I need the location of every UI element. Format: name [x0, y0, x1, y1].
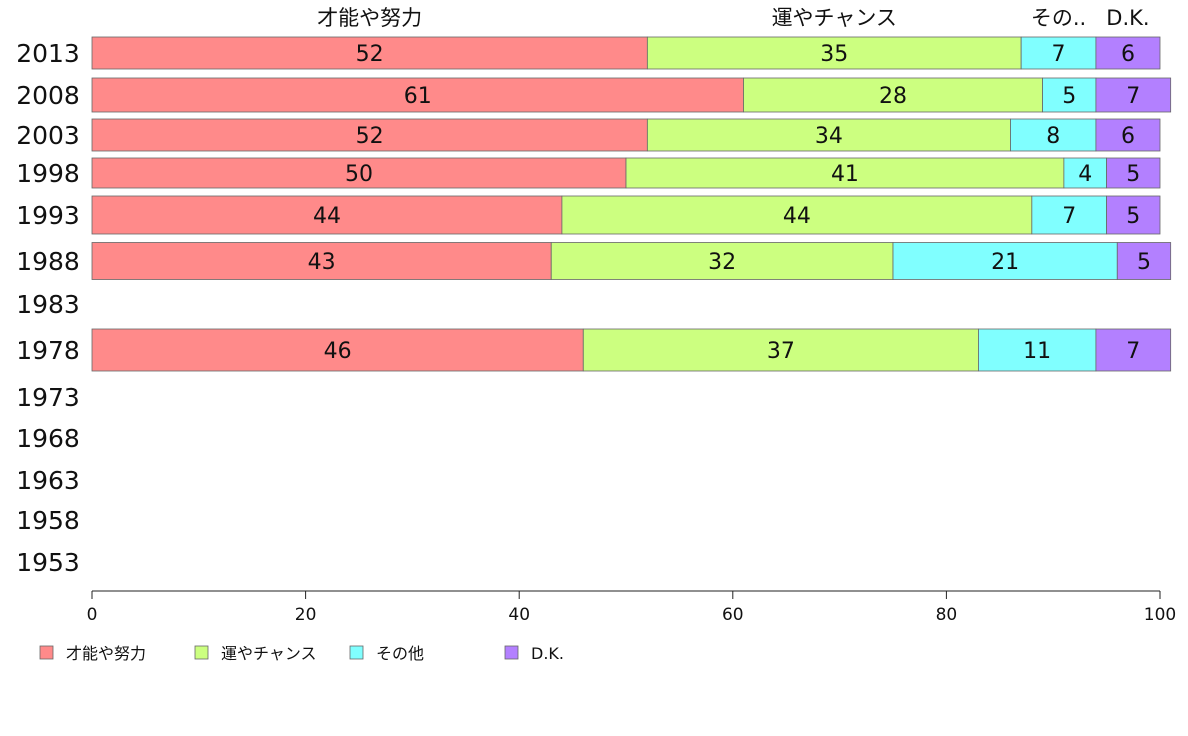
data-label-2008-series-3: 7	[1126, 84, 1140, 109]
data-label-1978-series-3: 7	[1126, 339, 1140, 364]
year-label-1988: 1988	[16, 247, 80, 276]
data-label-1988-series-2: 21	[991, 250, 1019, 275]
x-tick-label-80: 80	[936, 605, 958, 625]
data-label-2013-series-2: 7	[1052, 42, 1066, 67]
year-label-1998: 1998	[16, 159, 80, 188]
year-axis-labels: 2013 2008 2003 1998 1993 1988 1983 1978 1973 1968…	[16, 39, 80, 577]
bar-1998-series-0	[91, 157, 627, 189]
year-label-2008: 2008	[16, 81, 80, 110]
data-label-1988-series-0: 43	[308, 250, 336, 275]
data-label-1993-series-1: 44	[783, 204, 811, 229]
bar-2008-series-0	[91, 77, 744, 113]
year-label-1958: 1958	[16, 506, 80, 535]
bar-1993-series-1	[561, 195, 1033, 235]
bar-2013-series-0	[91, 36, 648, 70]
data-label-1998-series-2: 4	[1078, 162, 1092, 187]
bar-1978-series-3	[1095, 328, 1172, 372]
year-label-1973: 1973	[16, 383, 80, 412]
bar-2013-series-1	[646, 36, 1022, 70]
data-label-1978-series-1: 37	[767, 339, 795, 364]
bar-1988-series-0	[91, 242, 552, 280]
data-label-2008-series-2: 5	[1062, 84, 1076, 109]
data-label-2008-series-0: 61	[404, 84, 432, 109]
bar-1978-series-0	[91, 328, 584, 372]
bar-2008-series-3	[1095, 77, 1172, 113]
year-label-2013: 2013	[16, 39, 80, 68]
legend-label-2: その他	[376, 644, 424, 663]
year-label-1993: 1993	[16, 201, 80, 230]
bar-1993-series-3	[1106, 195, 1161, 235]
data-label-1998-series-3: 5	[1126, 162, 1140, 187]
top-label-1: 運やチャンス	[772, 6, 897, 30]
x-axis: 0 20 40 60 80 100	[87, 590, 1176, 625]
legend-label-1: 運やチャンス	[221, 644, 317, 663]
bar-1998-series-3	[1106, 157, 1161, 189]
bars-group: 52 35 7 6 61 28 5 7 52 34 8 6 50 41 4 5 44 44 7 5 43 32 21 5 46 3…	[91, 36, 1172, 372]
legend-label-3: D.K.	[531, 644, 564, 663]
bar-2003-series-3	[1095, 118, 1161, 152]
year-label-1978: 1978	[16, 336, 80, 365]
top-series-labels: 才能や努力 運やチャンス その.. D.K.	[317, 6, 1149, 30]
bar-1998-series-1	[625, 157, 1065, 189]
bar-2008-series-2	[1042, 77, 1097, 113]
x-tick-label-20: 20	[295, 605, 317, 625]
legend-swatch-1	[194, 645, 209, 660]
top-label-0: 才能や努力	[317, 6, 422, 30]
x-tick-label-100: 100	[1144, 605, 1176, 625]
bar-2008-series-1	[743, 77, 1043, 113]
data-label-1988-series-1: 32	[708, 250, 736, 275]
x-tick-label-40: 40	[508, 605, 530, 625]
legend-label-0: 才能や努力	[66, 644, 146, 663]
bar-2013-series-3	[1095, 36, 1161, 70]
year-label-1968: 1968	[16, 424, 80, 453]
data-label-2003-series-1: 34	[815, 124, 843, 149]
bar-1988-series-2	[892, 242, 1118, 280]
data-label-1998-series-1: 41	[831, 162, 859, 187]
data-label-2008-series-1: 28	[879, 84, 907, 109]
data-label-1993-series-3: 5	[1126, 204, 1140, 229]
data-label-1988-series-3: 5	[1137, 250, 1151, 275]
legend-swatch-2	[349, 645, 364, 660]
x-tick-label-0: 0	[87, 605, 98, 625]
data-label-2003-series-0: 52	[356, 124, 384, 149]
data-label-1978-series-0: 46	[324, 339, 352, 364]
bar-2003-series-1	[646, 118, 1011, 152]
year-label-1953: 1953	[16, 548, 80, 577]
year-label-1983: 1983	[16, 290, 80, 319]
data-label-2013-series-3: 6	[1121, 42, 1135, 67]
bar-1978-series-2	[978, 328, 1097, 372]
data-label-1993-series-0: 44	[313, 204, 341, 229]
year-label-1963: 1963	[16, 466, 80, 495]
legend: 才能や努力 運やチャンス その他 D.K.	[39, 644, 564, 663]
bar-1988-series-1	[550, 242, 894, 280]
legend-swatch-3	[504, 645, 519, 660]
data-label-2003-series-3: 6	[1121, 124, 1135, 149]
year-label-2003: 2003	[16, 121, 80, 150]
x-tick-label-60: 60	[722, 605, 744, 625]
top-label-2: その..	[1031, 6, 1086, 30]
data-label-2013-series-0: 52	[356, 42, 384, 67]
data-label-1978-series-2: 11	[1023, 339, 1051, 364]
legend-swatch-0	[39, 645, 54, 660]
data-label-2013-series-1: 35	[820, 42, 848, 67]
bar-2013-series-2	[1020, 36, 1097, 70]
data-label-1998-series-0: 50	[345, 162, 373, 187]
bar-1993-series-2	[1031, 195, 1107, 235]
bar-1993-series-0	[91, 195, 563, 235]
bar-1988-series-3	[1116, 242, 1172, 280]
top-label-3: D.K.	[1106, 6, 1149, 30]
bar-2003-series-0	[91, 118, 648, 152]
data-label-1993-series-2: 7	[1062, 204, 1076, 229]
data-label-2003-series-2: 8	[1046, 124, 1060, 149]
